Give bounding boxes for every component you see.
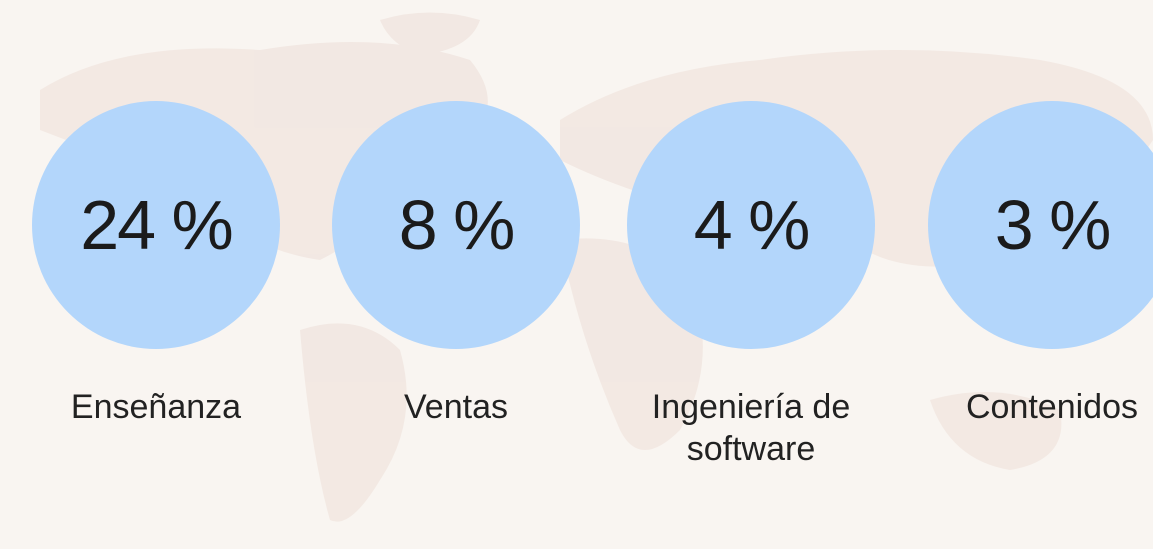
stat-value: 4 % — [693, 186, 811, 264]
stat-item: 8 % Ventas — [332, 101, 580, 426]
stat-value: 24 % — [80, 186, 234, 264]
stat-label: Enseñanza — [70, 388, 242, 426]
stat-item: 4 % Ingeniería de software — [627, 101, 875, 468]
stat-circle: 4 % — [627, 101, 875, 349]
stat-label: Ingeniería de software — [651, 388, 851, 468]
stat-label: Contenidos — [965, 388, 1138, 426]
stat-label: Ventas — [404, 388, 508, 426]
stat-value: 3 % — [994, 186, 1112, 264]
stat-value: 8 % — [398, 186, 516, 264]
stat-circle: 3 % — [928, 101, 1153, 349]
stat-item: 3 % Contenidos — [928, 101, 1153, 426]
stat-circle: 8 % — [332, 101, 580, 349]
stat-item: 24 % Enseñanza — [32, 101, 280, 426]
stat-circle: 24 % — [32, 101, 280, 349]
